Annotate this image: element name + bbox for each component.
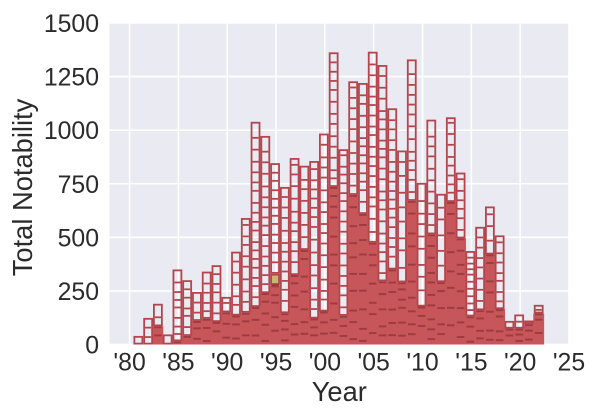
svg-text:1000: 1000 — [44, 118, 99, 145]
svg-text:'90: '90 — [211, 349, 243, 376]
svg-text:250: 250 — [58, 279, 99, 306]
svg-text:'25: '25 — [553, 349, 585, 376]
svg-text:'15: '15 — [455, 349, 487, 376]
svg-text:750: 750 — [58, 172, 99, 199]
svg-text:Total Notability: Total Notability — [7, 98, 38, 276]
svg-text:0: 0 — [85, 333, 99, 360]
svg-text:1500: 1500 — [44, 11, 99, 38]
svg-text:'85: '85 — [162, 349, 194, 376]
svg-text:500: 500 — [58, 225, 99, 252]
svg-text:'80: '80 — [113, 349, 145, 376]
svg-text:1250: 1250 — [44, 65, 99, 92]
svg-text:'95: '95 — [260, 349, 292, 376]
svg-text:Year: Year — [312, 376, 367, 407]
svg-text:'20: '20 — [504, 349, 536, 376]
svg-text:'05: '05 — [358, 349, 390, 376]
svg-text:'10: '10 — [406, 349, 438, 376]
svg-text:'00: '00 — [309, 349, 341, 376]
